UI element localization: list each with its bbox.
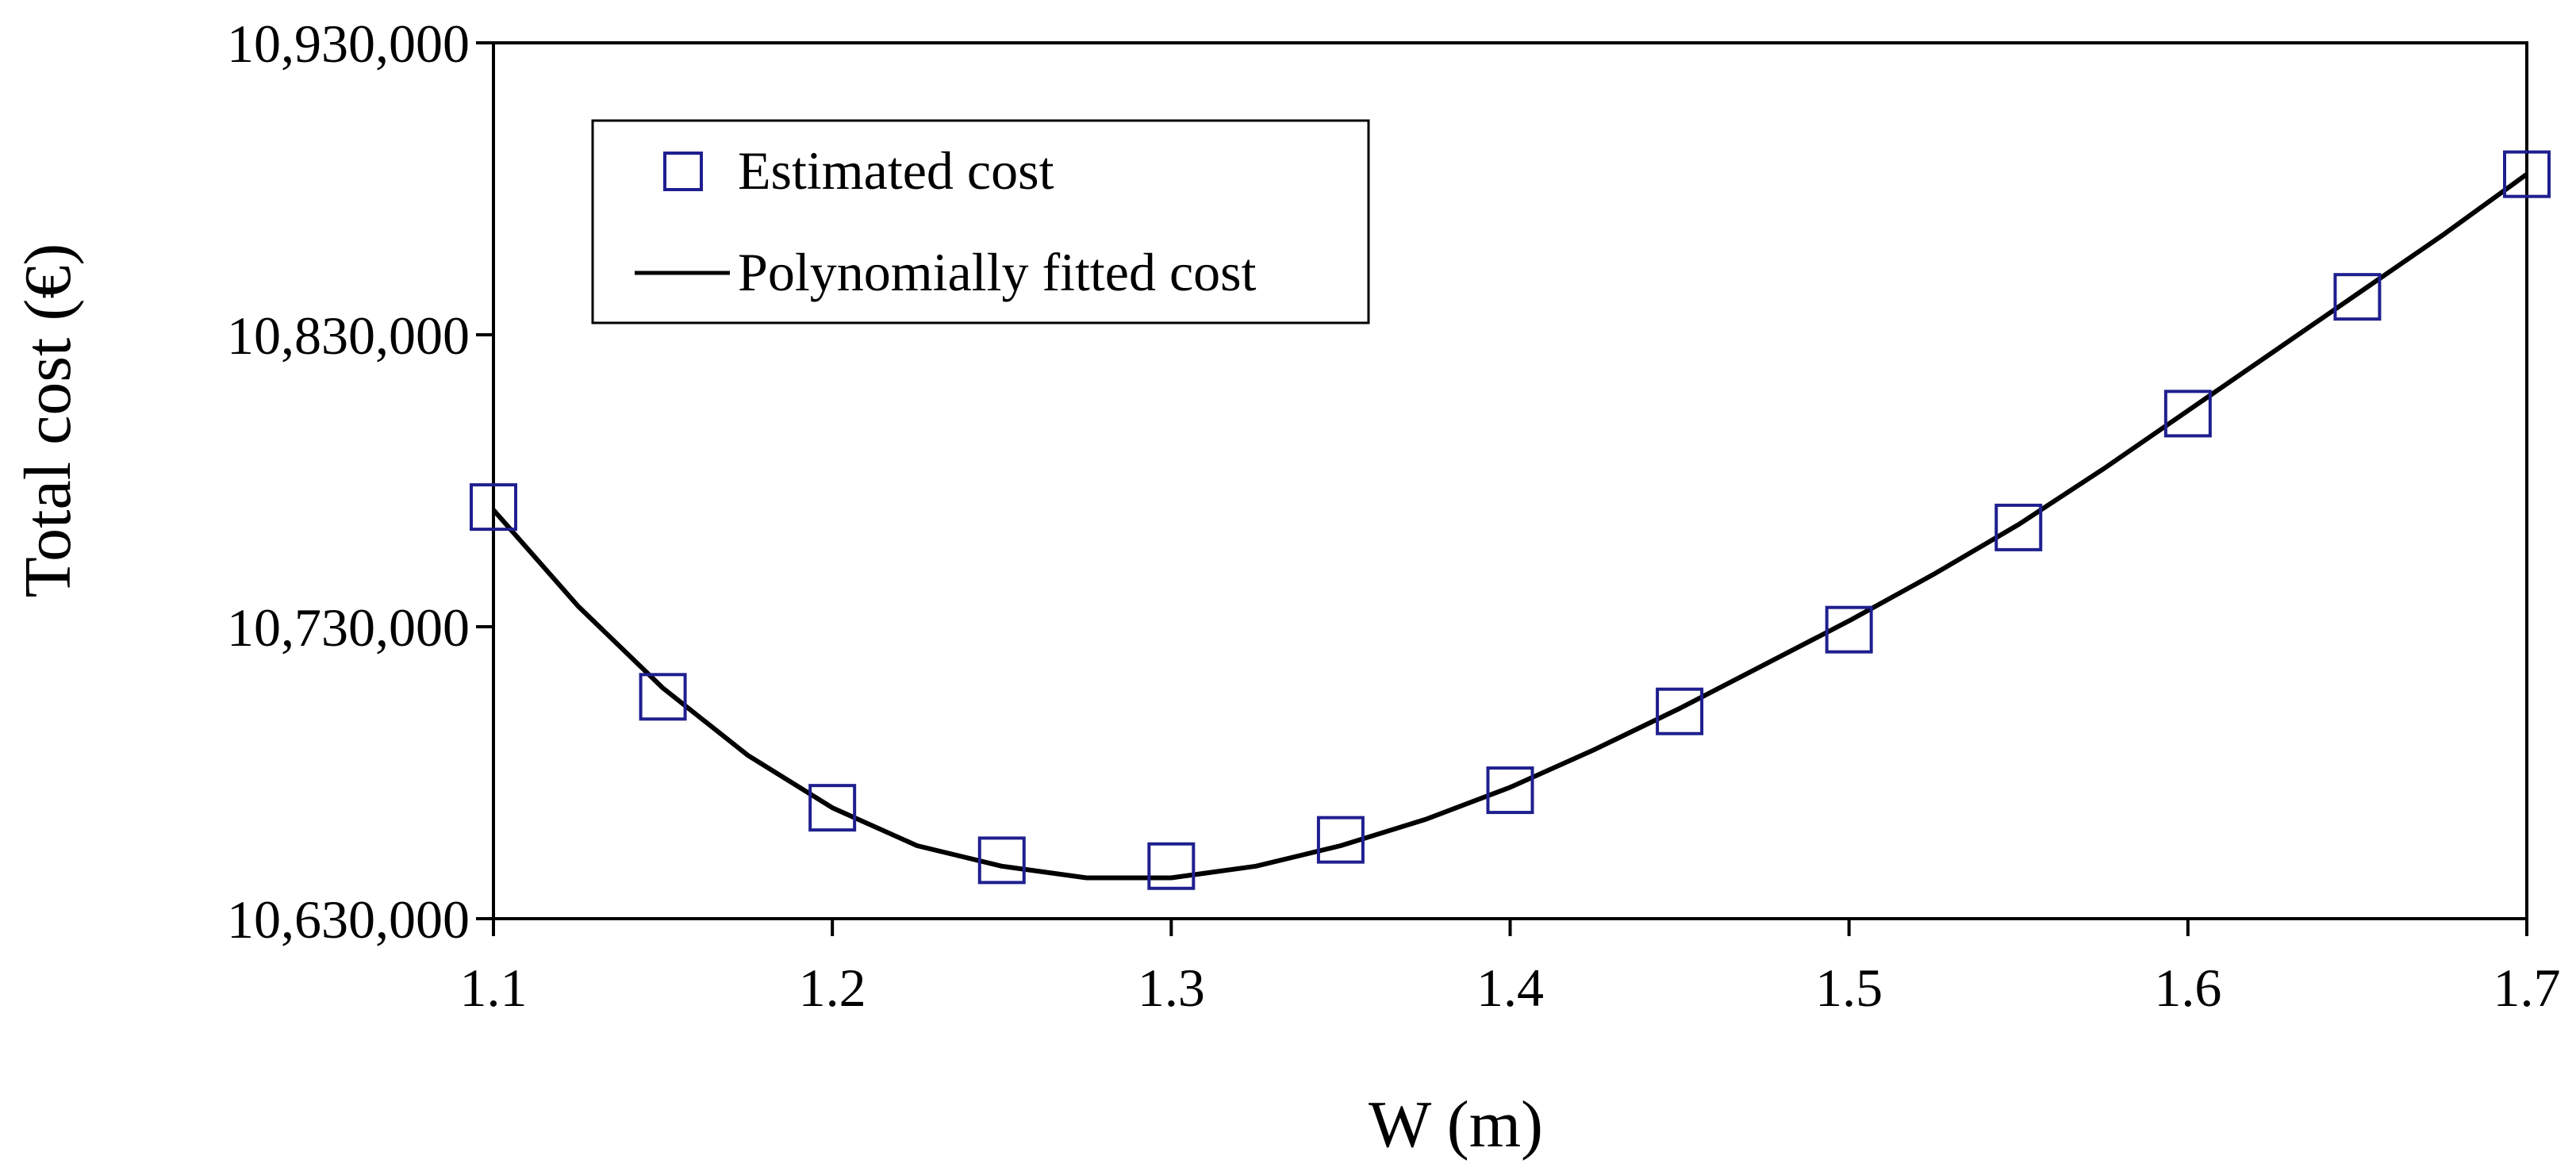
estimated-cost-point <box>808 784 857 832</box>
y-tick-label: 10,830,000 <box>227 305 470 366</box>
estimated-cost-point <box>1656 687 1704 735</box>
estimated-markers-group <box>470 150 2551 890</box>
x-axis-title: W (m) <box>1369 1088 1543 1161</box>
fitted-cost-line <box>491 172 2528 881</box>
x-tick-label: 1.3 <box>1138 958 1205 1018</box>
estimated-cost-point <box>2163 390 2212 438</box>
estimated-cost-point <box>977 836 1026 885</box>
legend-label-fitted-cost: Polynomially fitted cost <box>738 242 1257 302</box>
x-tick-label: 1.2 <box>799 958 866 1018</box>
x-tick-label: 1.6 <box>2154 958 2221 1018</box>
legend-marker-estimated-cost <box>663 152 703 191</box>
estimated-cost-point <box>2503 150 2551 198</box>
legend-label-estimated-cost: Estimated cost <box>738 140 1054 201</box>
x-tick-label: 1.4 <box>1476 958 1544 1018</box>
x-axis-ticks: 1.1 1.2 1.3 1.4 1.5 1.6 1.7 <box>460 919 2561 1018</box>
y-axis-title: Total cost (€) <box>11 244 85 598</box>
legend: Estimated cost Polynomially fitted cost <box>591 119 1370 324</box>
estimated-cost-point <box>1994 503 2043 551</box>
fitted-line-group <box>491 172 2528 881</box>
x-tick-label: 1.7 <box>2493 958 2561 1018</box>
estimated-cost-point <box>2333 273 2382 321</box>
x-tick-label: 1.1 <box>460 958 528 1018</box>
estimated-cost-point <box>1486 766 1534 815</box>
estimated-cost-point <box>1316 816 1365 864</box>
estimated-cost-point <box>639 673 687 721</box>
y-axis-ticks: 10,630,000 10,730,000 10,830,000 10,930,000 <box>227 13 493 950</box>
estimated-cost-point <box>470 483 517 532</box>
legend-box <box>591 119 1370 324</box>
estimated-cost-point <box>1147 842 1196 890</box>
y-tick-label: 10,930,000 <box>227 13 470 74</box>
y-tick-label: 10,630,000 <box>227 889 470 950</box>
estimated-cost-point <box>1825 605 1873 654</box>
y-tick-label: 10,730,000 <box>227 597 470 658</box>
x-tick-label: 1.5 <box>1815 958 1883 1018</box>
